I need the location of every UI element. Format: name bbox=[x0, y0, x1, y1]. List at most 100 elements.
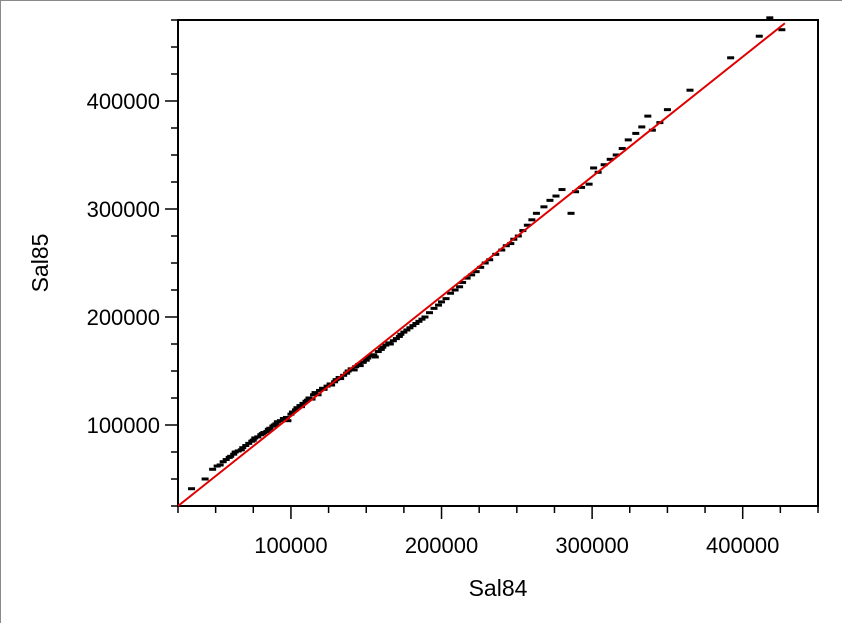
data-point bbox=[727, 56, 735, 60]
data-point bbox=[293, 406, 301, 410]
minor-ticks bbox=[171, 19, 819, 513]
data-point bbox=[632, 131, 640, 135]
data-point bbox=[663, 108, 671, 112]
data-point bbox=[374, 350, 382, 354]
data-point bbox=[352, 365, 360, 369]
major-ticks bbox=[165, 100, 744, 519]
data-point bbox=[310, 393, 318, 397]
data-point bbox=[219, 460, 227, 464]
x-tick-label: 400000 bbox=[706, 533, 779, 558]
data-point bbox=[418, 317, 426, 321]
data-point bbox=[459, 280, 467, 284]
data-point bbox=[239, 446, 247, 450]
data-points bbox=[188, 16, 786, 491]
plot-area-border bbox=[177, 19, 819, 507]
data-point bbox=[578, 185, 586, 189]
data-point bbox=[287, 412, 295, 416]
data-point bbox=[507, 242, 515, 246]
data-point bbox=[546, 198, 554, 202]
data-point bbox=[477, 265, 485, 269]
x-tick-label: 200000 bbox=[405, 533, 478, 558]
data-point bbox=[600, 163, 608, 167]
data-point bbox=[254, 435, 262, 439]
data-point bbox=[451, 288, 459, 292]
data-point bbox=[389, 339, 397, 343]
data-point bbox=[778, 28, 786, 32]
data-point bbox=[343, 371, 351, 375]
data-point bbox=[245, 441, 253, 445]
data-point bbox=[528, 218, 536, 222]
data-point bbox=[397, 332, 405, 336]
data-point bbox=[624, 138, 632, 142]
data-point bbox=[648, 128, 656, 132]
data-point bbox=[371, 355, 379, 359]
data-point bbox=[447, 291, 455, 295]
data-point bbox=[227, 454, 235, 458]
data-point bbox=[481, 261, 489, 265]
data-point bbox=[472, 270, 480, 274]
data-point bbox=[552, 194, 560, 198]
data-point bbox=[242, 444, 250, 448]
data-point bbox=[350, 368, 358, 372]
data-point bbox=[222, 458, 230, 462]
data-point bbox=[386, 342, 394, 346]
data-point bbox=[438, 300, 446, 304]
data-point bbox=[442, 297, 450, 301]
data-point bbox=[282, 415, 290, 419]
data-point bbox=[304, 398, 312, 402]
x-tick-label: 100000 bbox=[254, 533, 327, 558]
data-point bbox=[276, 419, 284, 423]
data-point bbox=[468, 273, 476, 277]
data-point bbox=[498, 248, 506, 252]
data-point bbox=[311, 391, 319, 395]
data-point bbox=[392, 337, 400, 341]
data-point bbox=[590, 166, 598, 170]
data-point bbox=[606, 157, 614, 161]
data-point bbox=[618, 147, 626, 151]
data-point bbox=[359, 360, 367, 364]
data-point bbox=[400, 330, 408, 334]
data-point bbox=[456, 285, 464, 289]
data-point bbox=[532, 211, 540, 215]
data-point bbox=[284, 419, 292, 423]
data-point bbox=[567, 211, 575, 215]
data-point bbox=[421, 315, 429, 319]
data-point bbox=[572, 190, 580, 194]
data-point bbox=[766, 16, 774, 20]
data-point bbox=[370, 353, 378, 357]
data-point bbox=[209, 467, 217, 471]
data-point bbox=[356, 364, 364, 368]
fit-line bbox=[177, 22, 786, 507]
data-point bbox=[364, 356, 372, 360]
data-point bbox=[299, 401, 307, 405]
y-tick-labels: 100000 200000 300000 400000 bbox=[87, 89, 160, 438]
y-tick-label: 300000 bbox=[87, 197, 160, 222]
data-point bbox=[403, 328, 411, 332]
data-point bbox=[638, 125, 646, 129]
data-point bbox=[612, 153, 620, 157]
data-point bbox=[323, 384, 331, 388]
data-point bbox=[291, 408, 299, 412]
data-point bbox=[409, 324, 417, 328]
y-tick-label: 400000 bbox=[87, 89, 160, 114]
data-point bbox=[523, 223, 531, 227]
y-tick-label: 100000 bbox=[87, 413, 160, 438]
x-axis-title: Sal84 bbox=[469, 575, 528, 601]
data-point bbox=[266, 426, 274, 430]
data-point bbox=[558, 188, 566, 192]
data-point bbox=[395, 334, 403, 338]
data-point bbox=[486, 258, 494, 262]
data-point bbox=[316, 388, 324, 392]
data-point bbox=[406, 326, 414, 330]
data-point bbox=[377, 347, 385, 351]
data-point bbox=[201, 477, 209, 481]
data-point bbox=[263, 429, 271, 433]
data-point bbox=[379, 345, 387, 349]
data-point bbox=[337, 377, 345, 381]
y-tick-label: 200000 bbox=[87, 305, 160, 330]
data-point bbox=[237, 448, 245, 452]
y-axis-title: Sal85 bbox=[27, 234, 53, 293]
data-point bbox=[415, 319, 423, 323]
